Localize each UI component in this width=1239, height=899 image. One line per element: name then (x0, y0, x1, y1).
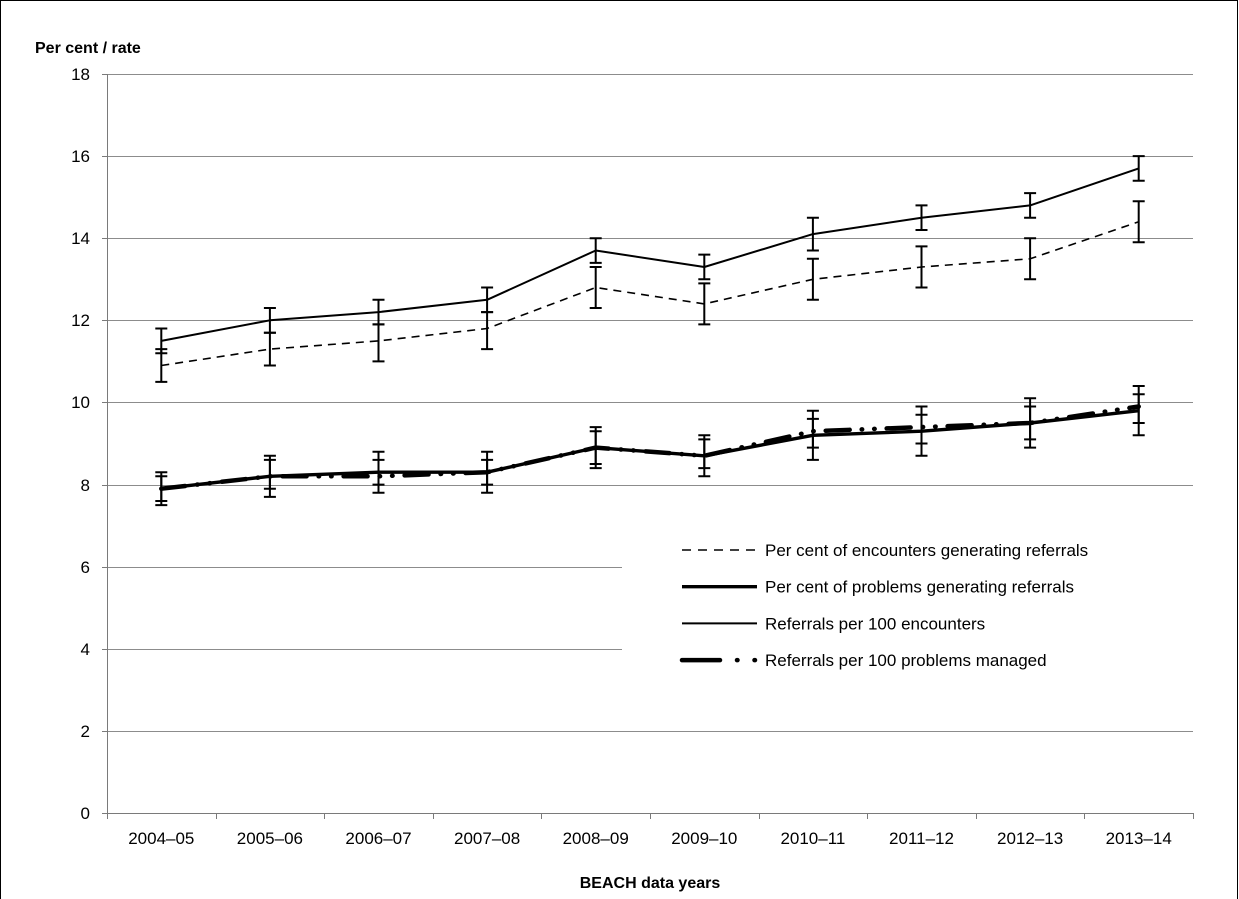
y-axis-title: Per cent / rate (35, 40, 141, 57)
legend-label: Referrals per 100 encounters (765, 614, 985, 633)
x-tick-label: 2012–13 (997, 829, 1063, 848)
series-line (161, 167, 1140, 342)
legend-item: Per cent of problems generating referral… (682, 578, 1074, 597)
legend: Per cent of encounters generating referr… (679, 541, 1088, 670)
x-tick-label: 2009–10 (671, 829, 737, 848)
series-lines (159, 167, 1141, 491)
legend-item: Referrals per 100 encounters (682, 614, 985, 633)
y-tick-label: 2 (81, 722, 90, 741)
y-tick-label: 14 (71, 229, 90, 248)
x-tick-label: 2005–06 (237, 829, 303, 848)
x-axis-title: BEACH data years (580, 875, 721, 892)
legend-label: Per cent of problems generating referral… (765, 578, 1074, 597)
y-tick-label: 6 (81, 558, 90, 577)
x-tick-label: 2010–11 (780, 829, 845, 848)
x-tick-label: 2007–08 (454, 829, 520, 848)
series-line (159, 404, 1141, 491)
x-tick-label: 2004–05 (128, 829, 194, 848)
legend-label: Referrals per 100 problems managed (765, 651, 1047, 670)
x-tick-label: 2008–09 (563, 829, 629, 848)
y-tick-label: 4 (81, 640, 90, 659)
x-tick-label: 2013–14 (1106, 829, 1172, 848)
legend-item: Referrals per 100 problems managed (679, 651, 1047, 670)
y-tick-label: 18 (71, 65, 90, 84)
y-tick-label: 12 (71, 311, 90, 330)
x-tick-label: 2011–12 (889, 829, 954, 848)
error-bar (589, 266, 602, 309)
series-line (161, 221, 1139, 367)
legend-label: Per cent of encounters generating referr… (765, 541, 1088, 560)
y-tick-label: 8 (81, 476, 90, 495)
y-tick-label: 0 (81, 804, 90, 823)
error-bar (1132, 385, 1145, 437)
y-tick-label: 16 (71, 147, 90, 166)
legend-item: Per cent of encounters generating referr… (682, 541, 1088, 560)
x-tick-label: 2006–07 (345, 829, 411, 848)
y-tick-label: 10 (71, 393, 90, 412)
axes: 0 2 4 6 8 10 12 14 16 18 2004–05 2005–06 2006–07 2007… (71, 65, 1194, 848)
